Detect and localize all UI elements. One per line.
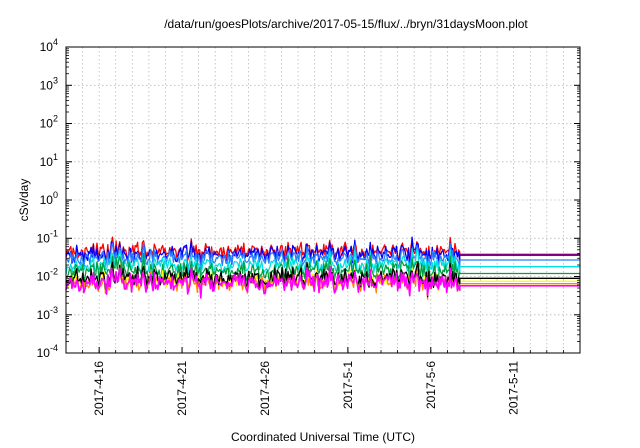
x-tick-label: 2017-5-11: [507, 361, 521, 415]
x-tick-label: 2017-4-21: [175, 361, 189, 416]
grid: [66, 47, 580, 353]
y-tick-label: 104: [40, 37, 58, 54]
y-tick-label: 10-4: [37, 343, 58, 360]
y-tick-label: 10-1: [37, 228, 58, 245]
chart-title: /data/run/goesPlots/archive/2017-05-15/f…: [164, 17, 528, 31]
x-tick-label: 2017-4-16: [92, 361, 106, 416]
x-tick-label: 2017-5-1: [341, 361, 355, 409]
axis-ticks: 10-4 10-3 10-2 10-1 100 101 102 103 104 2017-4-16…: [37, 37, 580, 416]
y-tick-label: 102: [40, 114, 58, 131]
series-line: [65, 241, 580, 271]
y-tick-label: 101: [40, 152, 58, 169]
series-line: [65, 252, 580, 288]
y-tick-label: 100: [40, 190, 58, 207]
series-lines: [65, 236, 580, 300]
y-tick-label: 103: [40, 75, 58, 92]
x-axis-label: Coordinated Universal Time (UTC): [231, 430, 415, 444]
y-tick-label: 10-2: [37, 267, 58, 284]
series-line: [65, 265, 580, 299]
series-line: [65, 247, 580, 283]
x-tick-label: 2017-5-6: [424, 361, 438, 409]
x-tick-label: 2017-4-26: [258, 361, 272, 416]
y-tick-label: 10-3: [37, 305, 58, 322]
y-axis-label: cSv/day: [17, 179, 31, 222]
